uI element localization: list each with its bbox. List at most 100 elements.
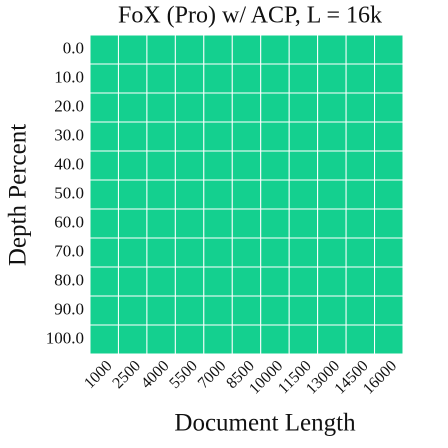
heatmap-cell	[345, 63, 376, 94]
heatmap-cell	[374, 63, 404, 94]
heatmap-cell	[203, 92, 233, 123]
heatmap-cell	[89, 324, 119, 355]
heatmap-cell	[317, 266, 347, 297]
heatmap-cell	[260, 92, 290, 123]
heatmap-cell	[174, 121, 205, 152]
y-tick-label: 100.0	[46, 328, 84, 347]
heatmap-cell	[117, 92, 148, 123]
heatmap-cell	[288, 34, 319, 65]
heatmap-cell	[288, 237, 319, 268]
heatmap-cell	[117, 63, 148, 94]
y-tick-label: 50.0	[54, 183, 84, 202]
heatmap-cell	[203, 179, 233, 210]
heatmap-cell	[174, 34, 205, 65]
heatmap-cell	[288, 295, 319, 326]
heatmap-cell	[117, 150, 148, 181]
heatmap-cell	[174, 92, 205, 123]
heatmap-cell	[260, 237, 290, 268]
y-tick-label: 90.0	[54, 299, 84, 318]
heatmap-cell	[89, 63, 119, 94]
heatmap-cell	[146, 92, 176, 123]
heatmap-cell	[89, 295, 119, 326]
heatmap-cell	[231, 92, 262, 123]
heatmap-cell	[203, 121, 233, 152]
heatmap-cell	[146, 324, 176, 355]
heatmap-cell	[174, 179, 205, 210]
heatmap-cell	[203, 63, 233, 94]
heatmap-cell	[231, 34, 262, 65]
heatmap-cell	[317, 295, 347, 326]
heatmap-cell	[231, 63, 262, 94]
y-tick-label: 20.0	[54, 96, 84, 115]
heatmap-cell	[260, 34, 290, 65]
heatmap-cell	[317, 208, 347, 239]
heatmap-cell	[231, 295, 262, 326]
y-tick-label: 0.0	[63, 38, 84, 57]
heatmap-cell	[231, 266, 262, 297]
heatmap-cell	[203, 237, 233, 268]
heatmap-cell	[146, 150, 176, 181]
heatmap-cell	[345, 266, 376, 297]
heatmap-cell	[89, 121, 119, 152]
heatmap-cell	[260, 179, 290, 210]
heatmap-cell	[174, 295, 205, 326]
heatmap-cell	[288, 92, 319, 123]
heatmap-cell	[345, 150, 376, 181]
heatmap-cell	[345, 121, 376, 152]
x-tick-label: 7000	[195, 357, 230, 392]
heatmap-cell	[317, 92, 347, 123]
heatmap-cell	[203, 324, 233, 355]
x-tick-label: 2500	[109, 357, 144, 392]
y-tick-label: 30.0	[54, 125, 84, 144]
heatmap-cell	[203, 266, 233, 297]
heatmap-cell	[345, 208, 376, 239]
chart-title: FoX (Pro) w/ ACP, L = 16k	[118, 3, 382, 29]
heatmap-cell	[174, 63, 205, 94]
heatmap-cell	[89, 266, 119, 297]
heatmap-cell	[146, 266, 176, 297]
y-tick-label: 10.0	[54, 67, 84, 86]
heatmap-cell	[374, 150, 404, 181]
heatmap-cell	[345, 324, 376, 355]
heatmap-cell	[345, 34, 376, 65]
heatmap-cell	[203, 295, 233, 326]
heatmap-cell	[317, 324, 347, 355]
heatmap-cell	[374, 208, 404, 239]
heatmap-cell	[146, 208, 176, 239]
heatmap-cell	[317, 121, 347, 152]
x-tick-label: 5500	[166, 357, 201, 392]
heatmap-cell	[117, 237, 148, 268]
heatmap-cell	[117, 179, 148, 210]
x-tick-label: 1000	[81, 357, 116, 392]
heatmap-cell	[288, 324, 319, 355]
heatmap-cell	[146, 63, 176, 94]
heatmap-cell	[89, 34, 119, 65]
heatmap-cell	[374, 324, 404, 355]
heatmap-cell	[374, 34, 404, 65]
heatmap-cell	[89, 179, 119, 210]
heatmap-cell	[117, 121, 148, 152]
heatmap-cell	[146, 34, 176, 65]
x-axis-label: Document Length	[174, 410, 356, 437]
heatmap-cell	[231, 237, 262, 268]
heatmap-cell	[288, 179, 319, 210]
heatmap-cell	[146, 179, 176, 210]
heatmap-cell	[146, 295, 176, 326]
heatmap-cell	[203, 150, 233, 181]
heatmap-cell	[89, 208, 119, 239]
heatmap-cell	[374, 92, 404, 123]
heatmap-cell	[231, 208, 262, 239]
heatmap-cell	[374, 266, 404, 297]
heatmap-cell	[374, 237, 404, 268]
heatmap-cell	[288, 150, 319, 181]
heatmap-cell	[89, 92, 119, 123]
heatmap-cell	[288, 63, 319, 94]
heatmap-cell	[174, 237, 205, 268]
heatmap-cell	[231, 121, 262, 152]
heatmap-cell	[260, 208, 290, 239]
heatmap-cell	[117, 266, 148, 297]
heatmap-cell	[146, 121, 176, 152]
heatmap-cell	[260, 324, 290, 355]
heatmap-cell	[345, 237, 376, 268]
heatmap-cell	[231, 324, 262, 355]
